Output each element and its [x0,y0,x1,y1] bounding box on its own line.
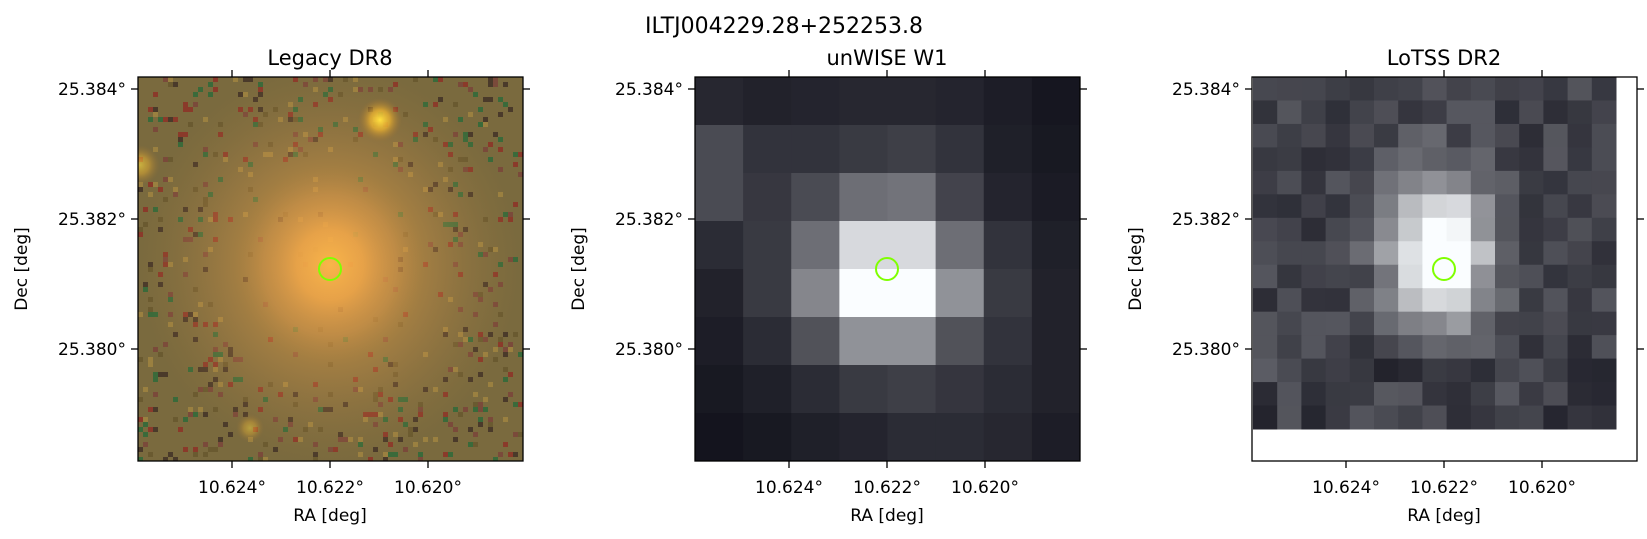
figure-title: ILTJ004229.28+252253.8 [645,14,923,39]
panel-legacy: Legacy DR8 10.624° 10.622° 10.620° 25.38… [12,46,530,526]
y-tick-label: 25.380° [1172,340,1240,360]
tick-marks [131,70,530,468]
x-axis-label: RA [deg] [293,506,366,526]
x-tick-label: 10.620° [951,478,1019,498]
panel-title: LoTSS DR2 [1387,46,1501,70]
y-tick-label: 25.380° [615,340,683,360]
x-tick-label: 10.620° [394,478,462,498]
y-tick-label: 25.384° [58,80,126,100]
x-tick-label: 10.624° [1312,478,1380,498]
tick-marks [1245,70,1644,468]
x-axis-label: RA [deg] [850,506,923,526]
x-tick-label: 10.622° [296,478,364,498]
x-tick-label: 10.622° [1410,478,1478,498]
y-tick-label: 25.384° [1172,80,1240,100]
x-tick-label: 10.622° [853,478,921,498]
x-axis-label: RA [deg] [1407,506,1480,526]
lotss-image [1253,77,1617,430]
panel-lotss: LoTSS DR2 10.624° 10.622° 10.620° 25.384… [1126,46,1644,526]
y-axis-label: Dec [deg] [12,227,32,311]
unwise-image [695,77,1081,462]
tick-marks [688,70,1087,468]
y-tick-label: 25.380° [58,340,126,360]
x-tick-label: 10.624° [755,478,823,498]
source-marker-circle [1432,257,1456,281]
y-axis-label: Dec [deg] [1126,227,1146,311]
x-tick-label: 10.620° [1508,478,1576,498]
y-tick-label: 25.382° [615,210,683,230]
y-tick-label: 25.382° [1172,210,1240,230]
y-tick-label: 25.382° [58,210,126,230]
panel-unwise: unWISE W1 10.624° 10.622° 10.620° 25.384… [569,46,1087,526]
y-axis-label: Dec [deg] [569,227,589,311]
source-marker-circle [318,257,342,281]
panel-title: Legacy DR8 [267,46,392,70]
x-tick-label: 10.624° [198,478,266,498]
legacy-image [138,77,523,461]
panel-title: unWISE W1 [827,46,948,70]
y-tick-label: 25.384° [615,80,683,100]
source-marker-circle [875,257,899,281]
